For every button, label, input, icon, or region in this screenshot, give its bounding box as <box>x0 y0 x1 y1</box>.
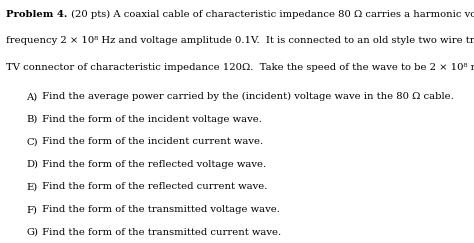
Text: B): B) <box>26 115 37 124</box>
Text: Find the form of the transmitted voltage wave.: Find the form of the transmitted voltage… <box>39 205 280 214</box>
Text: D): D) <box>26 160 38 169</box>
Text: Problem 4.: Problem 4. <box>6 10 67 19</box>
Text: A): A) <box>26 92 37 101</box>
Text: E): E) <box>26 182 37 191</box>
Text: Find the form of the reflected voltage wave.: Find the form of the reflected voltage w… <box>39 160 266 169</box>
Text: (20 pts) A coaxial cable of characteristic impedance 80 Ω carries a harmonic vol: (20 pts) A coaxial cable of characterist… <box>67 10 474 19</box>
Text: Find the form of the transmitted current wave.: Find the form of the transmitted current… <box>39 228 281 237</box>
Text: Find the form of the incident voltage wave.: Find the form of the incident voltage wa… <box>39 115 262 124</box>
Text: frequency 2 × 10⁸ Hz and voltage amplitude 0.1V.  It is connected to an old styl: frequency 2 × 10⁸ Hz and voltage amplitu… <box>6 36 474 45</box>
Text: Find the form of the reflected current wave.: Find the form of the reflected current w… <box>39 182 267 191</box>
Text: F): F) <box>26 205 37 214</box>
Text: TV connector of characteristic impedance 120Ω.  Take the speed of the wave to be: TV connector of characteristic impedance… <box>6 63 474 72</box>
Text: C): C) <box>26 137 38 146</box>
Text: Find the average power carried by the (incident) voltage wave in the 80 Ω cable.: Find the average power carried by the (i… <box>39 92 454 101</box>
Text: G): G) <box>26 228 38 237</box>
Text: Find the form of the incident current wave.: Find the form of the incident current wa… <box>39 137 263 146</box>
